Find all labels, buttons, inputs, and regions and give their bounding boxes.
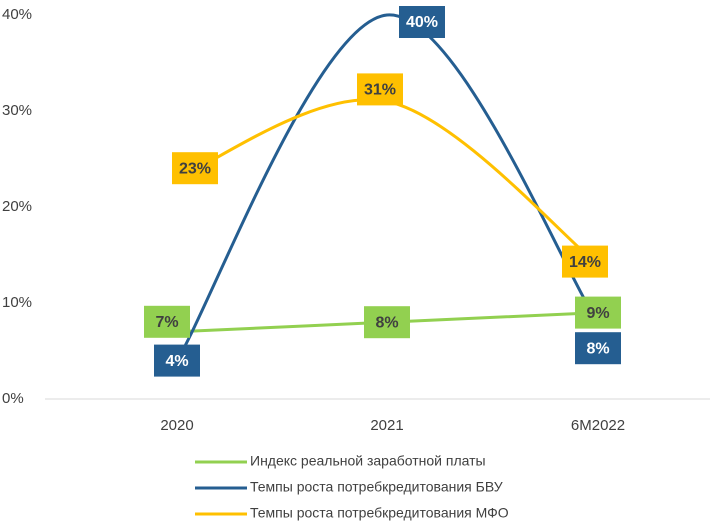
value-label-box <box>172 152 218 185</box>
value-label-box <box>357 73 403 106</box>
value-label-box <box>562 245 608 278</box>
value-label-box <box>144 305 190 338</box>
value-label: 14% <box>569 254 601 271</box>
y-tick-label: 0% <box>2 390 24 407</box>
value-label: 23% <box>179 160 211 177</box>
y-tick-label: 20% <box>2 198 32 215</box>
value-label: 31% <box>364 82 396 99</box>
value-label: 40% <box>406 14 438 31</box>
value-label-box <box>364 306 410 339</box>
y-tick-label: 40% <box>2 6 32 23</box>
legend-label: Темпы роста потребкредитования МФО <box>250 505 509 521</box>
x-tick-label: 6M2022 <box>571 417 625 434</box>
line <box>176 98 599 266</box>
value-label: 8% <box>375 314 398 331</box>
x-tick-label: 2020 <box>160 417 193 434</box>
value-label-box <box>575 332 621 365</box>
value-label: 7% <box>155 314 178 331</box>
legend-label: Темпы роста потребкредитования БВУ <box>250 479 503 495</box>
value-label: 4% <box>165 353 188 370</box>
line <box>175 13 600 362</box>
value-label: 9% <box>586 305 609 322</box>
y-tick-label: 10% <box>2 294 32 311</box>
value-label-box <box>399 6 445 38</box>
value-label: 8% <box>586 340 609 357</box>
x-tick-label: 2021 <box>370 417 403 434</box>
value-label-box <box>154 344 200 377</box>
legend-label: Индекс реальной заработной платы <box>250 453 486 469</box>
y-tick-label: 30% <box>2 102 32 119</box>
value-label-box <box>575 296 621 329</box>
